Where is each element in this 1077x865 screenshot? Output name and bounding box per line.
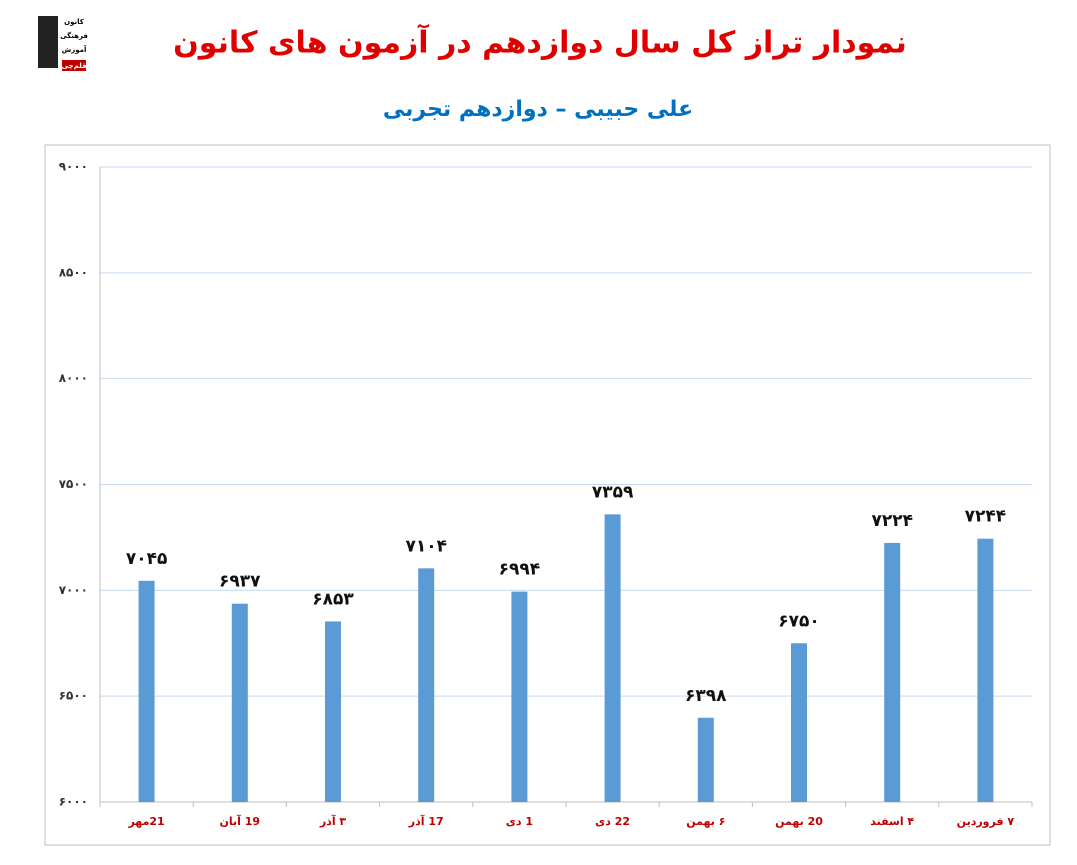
value-label: ۶۳۹۸ — [685, 686, 727, 706]
value-label: ۷۳۵۹ — [592, 482, 634, 502]
logo-head — [42, 16, 54, 28]
x-tick-label: ۳ آذر — [319, 814, 347, 828]
y-tick-label: ۷۵۰۰ — [59, 477, 88, 491]
bar — [604, 514, 621, 802]
logo-badge — [62, 60, 86, 71]
bar — [977, 538, 994, 802]
y-tick-label: ۷۰۰۰ — [59, 583, 88, 597]
chart-title: نمودار تراز کل سال دوازدهم در آزمون های … — [173, 24, 907, 61]
x-tick-label: 20 بهمن — [775, 815, 823, 828]
bar — [884, 542, 901, 802]
x-tick-label: ۶ بهمن — [686, 815, 725, 828]
bar — [418, 568, 435, 802]
bar — [138, 580, 155, 802]
y-tick-label: ۶۵۰۰ — [59, 689, 88, 703]
chart-frame — [44, 144, 1051, 846]
logo-text: فرهنگی — [60, 31, 88, 40]
bar — [511, 591, 528, 802]
x-tick-label: 17 آذر — [408, 814, 444, 828]
value-label: ۷۱۰۴ — [405, 536, 447, 556]
y-tick-label: ۸۰۰۰ — [59, 371, 88, 385]
value-label: ۶۸۵۳ — [312, 589, 354, 609]
value-label: ۷۰۴۵ — [126, 549, 168, 569]
chart-subtitle: علی حبیبی – دوازدهم تجربی — [383, 97, 693, 122]
logo: کانون فرهنگی آموزش قلم‌چی — [38, 16, 88, 71]
y-tick-label: ۶۰۰۰ — [59, 795, 88, 809]
bar — [791, 643, 807, 802]
logo-text: قلم‌چی — [61, 62, 86, 70]
bar — [231, 603, 248, 802]
value-label: ۷۲۲۴ — [871, 511, 913, 531]
value-label: ۶۹۹۴ — [499, 560, 541, 580]
logo-text: کانون — [64, 18, 85, 26]
y-tick-label: ۸۵۰۰ — [59, 265, 88, 279]
x-tick-label: 21مهر — [127, 815, 164, 828]
y-tick-label: ۹۰۰۰ — [59, 160, 88, 174]
x-tick-label: 1 دی — [506, 815, 533, 828]
value-label: ۷۲۴۴ — [965, 507, 1007, 527]
x-tick-label: 22 دی — [595, 815, 630, 828]
logo-figure — [38, 16, 58, 68]
x-tick-label: ۷ فروردین — [957, 815, 1015, 828]
value-label: ۶۷۵۰ — [778, 611, 820, 631]
x-tick-label: 19 آبان — [220, 814, 261, 828]
value-label: ۶۹۳۷ — [219, 572, 261, 592]
x-tick-label: ۴ اسفند — [870, 815, 914, 828]
logo-text: آموزش — [62, 45, 87, 54]
bar — [697, 717, 714, 802]
bar — [325, 621, 341, 802]
